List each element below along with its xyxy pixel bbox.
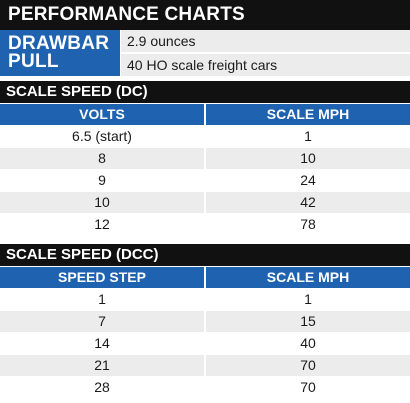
dcc-mph-cell: 15 bbox=[206, 311, 410, 332]
table-row: 9 24 bbox=[0, 170, 410, 191]
drawbar-pull-cars: 40 HO scale freight cars bbox=[121, 54, 410, 76]
page-title: PERFORMANCE CHARTS bbox=[0, 0, 410, 30]
drawbar-pull-section: DRAWBAR PULL 2.9 ounces 40 HO scale frei… bbox=[0, 30, 410, 77]
dc-mph-cell: 10 bbox=[206, 148, 410, 169]
dc-mph-header: SCALE MPH bbox=[206, 104, 410, 125]
table-row: 8 10 bbox=[0, 148, 410, 169]
dcc-speed-step-cell: 1 bbox=[0, 289, 204, 310]
dc-mph-cell: 78 bbox=[206, 214, 410, 235]
dcc-mph-header: SCALE MPH bbox=[206, 267, 410, 288]
table-row: 7 15 bbox=[0, 311, 410, 332]
dcc-mph-cell: 70 bbox=[206, 355, 410, 376]
table-row: 10 42 bbox=[0, 192, 410, 213]
dc-volts-header: VOLTS bbox=[0, 104, 204, 125]
table-row: 21 70 bbox=[0, 355, 410, 376]
drawbar-label-line1: DRAWBAR bbox=[8, 33, 110, 54]
dc-volts-cell: 6.5 (start) bbox=[0, 126, 204, 147]
table-row: 1 1 bbox=[0, 289, 410, 310]
dcc-speed-step-cell: 7 bbox=[0, 311, 204, 332]
dc-mph-cell: 42 bbox=[206, 192, 410, 213]
dcc-mph-cell: 40 bbox=[206, 333, 410, 354]
table-row: 14 40 bbox=[0, 333, 410, 354]
dcc-speed-step-cell: 14 bbox=[0, 333, 204, 354]
dc-volts-cell: 8 bbox=[0, 148, 204, 169]
dcc-speed-step-cell: 28 bbox=[0, 377, 204, 398]
dc-volts-cell: 9 bbox=[0, 170, 204, 191]
drawbar-pull-weight: 2.9 ounces bbox=[121, 30, 410, 52]
dcc-mph-cell: 70 bbox=[206, 377, 410, 398]
drawbar-pull-label: DRAWBAR PULL bbox=[0, 30, 120, 76]
dc-mph-cell: 24 bbox=[206, 170, 410, 191]
dc-volts-cell: 10 bbox=[0, 192, 204, 213]
dcc-speed-step-cell: 21 bbox=[0, 355, 204, 376]
dcc-mph-cell: 1 bbox=[206, 289, 410, 310]
table-row: 28 70 bbox=[0, 377, 410, 398]
dc-volts-cell: 12 bbox=[0, 214, 204, 235]
table-row: 12 78 bbox=[0, 214, 410, 235]
dcc-section-title: SCALE SPEED (DCC) bbox=[0, 244, 410, 266]
dcc-speed-step-header: SPEED STEP bbox=[0, 267, 204, 288]
dc-section-title: SCALE SPEED (DC) bbox=[0, 81, 410, 103]
table-row: 6.5 (start) 1 bbox=[0, 126, 410, 147]
drawbar-label-line2: PULL bbox=[8, 51, 59, 72]
dc-mph-cell: 1 bbox=[206, 126, 410, 147]
